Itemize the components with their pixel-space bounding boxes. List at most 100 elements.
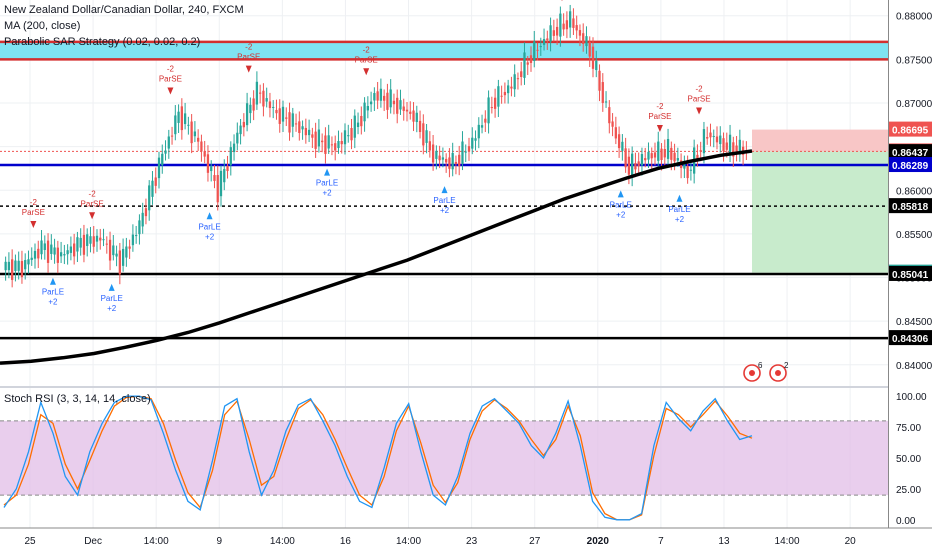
candle-body (657, 141, 660, 161)
candle-body (177, 111, 180, 123)
candle-body (617, 134, 621, 149)
sar-sell-qty: -2 (656, 102, 664, 111)
sar-buy-label: ParLE (433, 196, 455, 205)
candle-body (660, 148, 663, 160)
event-badge-dot (775, 370, 781, 376)
sar-indicator-label[interactable]: Parabolic SAR Strategy (0.02, 0.02, 0.2) (4, 36, 201, 48)
candle-body (503, 91, 507, 96)
candle-body (689, 169, 693, 171)
price-axis-border (888, 0, 889, 528)
sar-buy-qty: +2 (616, 210, 626, 219)
candle-body (82, 234, 86, 255)
pane-separator[interactable] (0, 386, 888, 388)
candle-body (539, 46, 542, 48)
sar-sell-arrow (30, 220, 37, 228)
price-tick-label: 0.87500 (896, 55, 932, 66)
sar-sell-qty: -2 (695, 85, 703, 94)
candle-body (471, 137, 474, 149)
stoch-rsi-label[interactable]: Stoch RSI (3, 3, 14, 14, close) (4, 393, 151, 405)
candle-body (193, 131, 197, 137)
candle-body (95, 235, 99, 242)
candle-body (7, 261, 11, 271)
candle-body (203, 151, 206, 157)
candle-body (135, 235, 138, 237)
ma-200-line (0, 149, 753, 365)
candle-body (360, 115, 363, 127)
candle-body (389, 89, 392, 108)
candle-body (441, 157, 445, 160)
time-tick-label: 9 (216, 536, 222, 547)
candle-body (314, 131, 317, 149)
sar-sell-arrow (363, 68, 370, 76)
candle-body (11, 259, 14, 280)
candle-body (298, 121, 301, 134)
candle-body (128, 246, 131, 249)
candle-body (353, 115, 356, 138)
candle-body (131, 234, 135, 246)
candle-body (405, 109, 409, 112)
candle-body (582, 33, 585, 44)
candle-body (591, 46, 595, 69)
candle-body (340, 141, 343, 145)
price-label-box (889, 144, 932, 160)
candle-body (327, 135, 330, 149)
sar-buy-arrow (617, 190, 624, 198)
candle-body (63, 254, 66, 256)
candle-body (334, 143, 337, 151)
price-tick-label: 0.84000 (896, 361, 932, 372)
candle-body (438, 155, 441, 161)
candle-body (151, 180, 154, 197)
candle-body (265, 98, 268, 102)
candle-body (92, 236, 95, 247)
candle-body (144, 208, 148, 217)
candle-body (37, 248, 40, 259)
sar-sell-arrow (89, 212, 96, 220)
candle-body (546, 38, 549, 41)
symbol-title: New Zealand Dollar/Canadian Dollar, 240,… (4, 4, 244, 16)
candle-body (79, 237, 82, 248)
event-badge-icon (769, 364, 787, 382)
price-tick-label: 0.86000 (896, 186, 932, 197)
candle-body (59, 252, 63, 257)
candle-body (569, 11, 572, 28)
candle-body (115, 253, 118, 257)
candle-body (386, 92, 389, 110)
candle-body (422, 123, 425, 146)
candle-body (529, 55, 533, 63)
resistance-zone (0, 41, 888, 60)
candle-body (536, 49, 539, 51)
candle-body (236, 132, 239, 144)
candle-body (321, 140, 324, 143)
candle-body (363, 102, 366, 122)
candle-body (418, 120, 422, 133)
candle-body (728, 134, 732, 155)
candle-body (412, 110, 415, 122)
sar-buy-qty: +2 (675, 215, 685, 224)
candle-body (425, 130, 428, 143)
candle-body (281, 106, 285, 122)
candle-body (445, 158, 448, 163)
candle-body (174, 115, 177, 135)
candle-body (604, 101, 608, 103)
candle-body (598, 70, 601, 91)
candle-body (138, 220, 141, 235)
candle-body (200, 141, 203, 152)
candle-body (526, 62, 529, 65)
candle-body (500, 95, 503, 97)
stop-loss-zone (752, 129, 888, 152)
ma-indicator-label[interactable]: MA (200, close) (4, 20, 81, 32)
candle-body (373, 93, 376, 101)
candle-body (356, 122, 360, 127)
candle-body (725, 142, 728, 150)
sar-sell-qty: -2 (89, 189, 97, 198)
candle-body (76, 237, 79, 252)
candle-body (154, 177, 157, 186)
candle-body (732, 142, 735, 157)
candle-body (105, 243, 108, 245)
candle-body (102, 239, 105, 241)
price-label-text: 0.86695 (892, 126, 929, 137)
candle-body (719, 135, 722, 145)
candle-body (673, 152, 676, 162)
